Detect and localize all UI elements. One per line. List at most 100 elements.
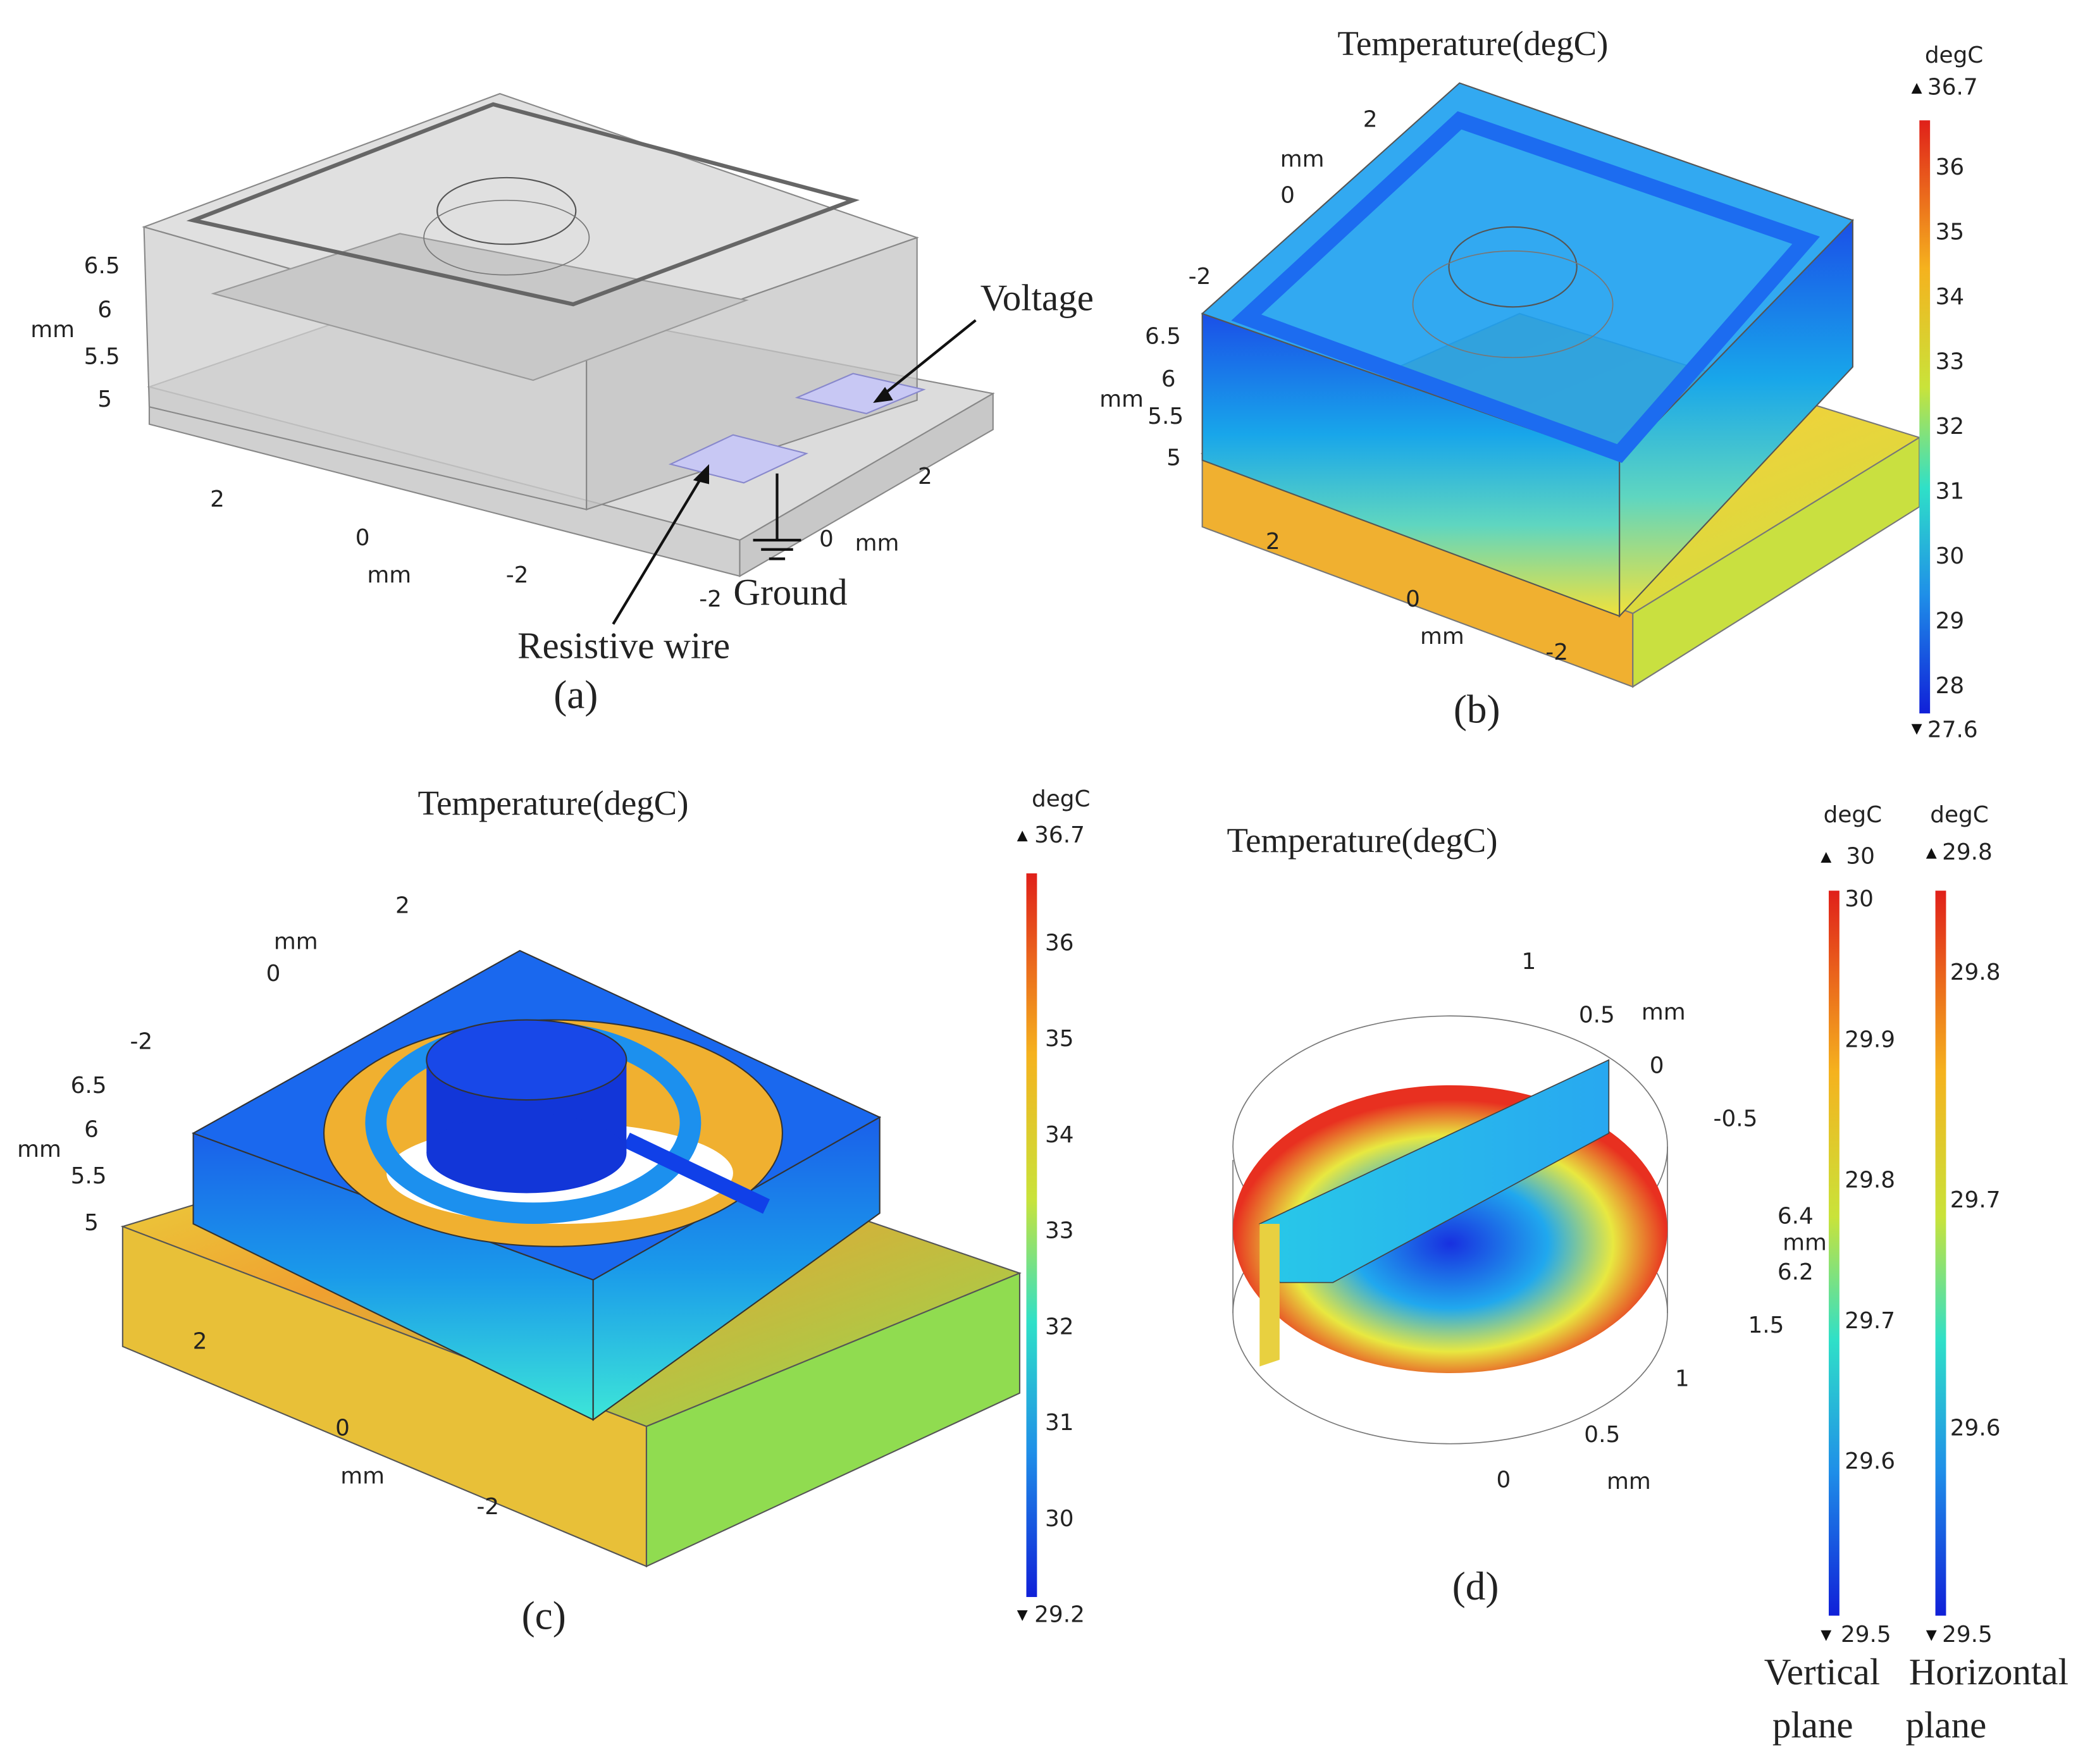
panel-label: (c): [522, 1593, 566, 1638]
max-marker: [1911, 83, 1922, 94]
ring: [423, 199, 590, 276]
colorbar-min: 29.5: [1841, 1622, 1891, 1648]
tick-label: 0: [1280, 182, 1295, 208]
tick-label: -0.5: [1714, 1106, 1758, 1132]
vertical-plane: [1259, 1223, 1280, 1367]
colorbar-tick-label: 32: [1936, 414, 1965, 440]
title: Temperature(degC): [1227, 821, 1498, 860]
lead: [622, 1132, 770, 1214]
tick-label: 6.2: [1778, 1259, 1814, 1285]
tick-label: 0.5: [1584, 1422, 1620, 1448]
tick-label: 0: [1650, 1052, 1664, 1078]
colorbar: [1829, 891, 1840, 1616]
colorbar-tick-label: 29.7: [1845, 1308, 1895, 1334]
min-marker: [1911, 724, 1922, 735]
tick-label: 0.5: [1579, 1002, 1615, 1028]
max-marker: [1926, 848, 1937, 859]
tick-label: 0: [1496, 1467, 1511, 1493]
colorbar-tick-label: 30: [1845, 886, 1874, 912]
colorbar-tick-label: 34: [1936, 284, 1965, 310]
tick-label: 2: [395, 892, 410, 918]
min-marker: [1926, 1630, 1937, 1641]
caption: Vertical: [1764, 1651, 1880, 1693]
tick-label: 6: [1161, 366, 1176, 392]
axis-unit: mm: [1642, 999, 1686, 1025]
tick-label: 2: [210, 486, 225, 512]
colorbar-tick-label: 35: [1045, 1026, 1074, 1052]
tick-label: 2: [1363, 106, 1378, 132]
axis-unit: mm: [367, 562, 411, 588]
axis-unit: mm: [1280, 146, 1325, 172]
tick-label: 5.5: [84, 343, 120, 369]
tick-label: 6: [97, 297, 112, 323]
colorbar-tick-label: 29.6: [1845, 1448, 1895, 1474]
title: Temperature(degC): [1337, 24, 1608, 63]
tick-label: -2: [130, 1028, 152, 1054]
tick-label: 6.5: [84, 253, 120, 279]
tick-label: 0: [335, 1415, 350, 1441]
colorbar-tick-label: 28: [1936, 673, 1965, 699]
tick-label: 0: [1406, 586, 1420, 612]
min-marker: [1821, 1630, 1832, 1641]
arrowhead: [873, 386, 893, 403]
axis-unit: mm: [340, 1463, 385, 1489]
colorbar-tick-label: 36: [1936, 154, 1965, 180]
tick-label: 0: [356, 525, 370, 551]
colorbar-ticks: 36 35 34 33 32 31 30 29 28: [1936, 154, 1965, 699]
tick-label: 0: [819, 526, 834, 552]
colorbar-tick-label: 29.9: [1845, 1027, 1895, 1052]
tick-label: -2: [476, 1494, 499, 1520]
arrow: [879, 319, 977, 399]
colorbar-min: 27.6: [1927, 717, 1978, 743]
panel-d: Temperature(degC) 1 0.5 mm 0 -0.5 6.4 mm…: [1227, 802, 2069, 1746]
axis-unit: mm: [855, 530, 900, 556]
panel-label: (d): [1452, 1564, 1499, 1608]
colorbar-tick-label: 29.7: [1950, 1187, 2001, 1213]
colorbar-tick-label: 33: [1936, 349, 1965, 375]
colorbar: [1026, 873, 1037, 1597]
axis-unit: mm: [274, 928, 318, 954]
tick-label: 6.4: [1778, 1203, 1814, 1229]
colorbar: [1935, 891, 1946, 1616]
cylinder: [426, 1113, 627, 1193]
ring: [436, 176, 577, 245]
colorbar-tick-label: 30: [1045, 1506, 1074, 1532]
colorbar-max: 36.7: [1034, 822, 1085, 848]
panel-b: Temperature(degC) 2 mm 0 -2 6.5 6 mm 5.5…: [1099, 24, 1983, 743]
cylinder-top: [426, 1019, 628, 1101]
base-side: [739, 392, 994, 577]
axis-unit: mm: [1420, 624, 1464, 650]
arrow: [612, 472, 705, 625]
panel-a: 6.5 6 mm 5.5 5 2 0 mm -2 2 0 mm -2 Volta…: [30, 93, 1094, 717]
frame: [1231, 111, 1821, 463]
annotation: Ground: [733, 571, 847, 613]
tick-label: 5: [97, 386, 112, 412]
arrowhead: [693, 464, 709, 484]
tick-label: 6.5: [71, 1073, 107, 1099]
tick-label: 2: [193, 1329, 207, 1355]
colorbar-tick-label: 29: [1936, 608, 1965, 634]
frame: [186, 102, 860, 307]
colorbar-unit: degC: [1824, 802, 1883, 828]
colorbar-min: 29.2: [1034, 1601, 1085, 1627]
panel-c: Temperature(degC) 2 mm 0 -2 6.5 6 mm 5.5…: [17, 784, 1090, 1638]
colorbar-tick-label: 29.6: [1950, 1415, 2001, 1441]
axis-unit: mm: [1607, 1469, 1651, 1495]
axis-unit: mm: [30, 317, 75, 343]
tick-label: 1.5: [1748, 1312, 1784, 1338]
tick-label: 1: [1675, 1366, 1690, 1392]
axis-unit: mm: [1783, 1230, 1827, 1256]
colorbar-tick-label: 31: [1045, 1410, 1074, 1436]
colorbar-max: 36.7: [1927, 75, 1978, 101]
tick-label: 5: [1166, 445, 1181, 471]
title: Temperature(degC): [417, 784, 688, 822]
colorbar-tick-label: 31: [1936, 478, 1965, 504]
colorbar-tick-label: 29.8: [1845, 1168, 1895, 1193]
tick-label: 6: [84, 1116, 99, 1142]
colorbar-tick-label: 33: [1045, 1218, 1074, 1244]
tick-label: 5: [84, 1210, 99, 1236]
colorbar-ticks: 29.8 29.7 29.6: [1950, 959, 2001, 1441]
colorbar-max: 29.8: [1942, 839, 1993, 865]
colorbar-max: 30: [1846, 844, 1875, 870]
